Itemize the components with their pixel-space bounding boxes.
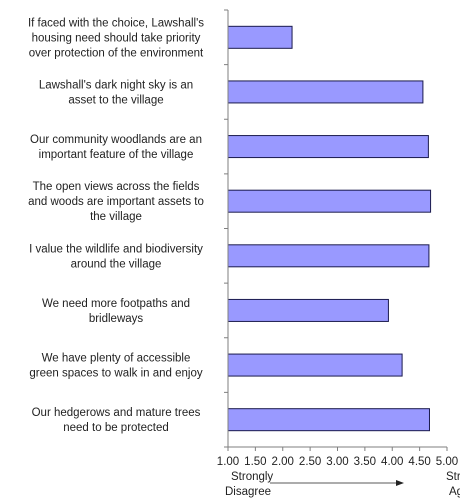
bar bbox=[227, 353, 403, 377]
bar bbox=[227, 25, 293, 49]
x-tick-label: 3.00 bbox=[326, 456, 348, 468]
scale-labels: Strongly Disagree Strongly Agree bbox=[225, 471, 460, 498]
category-label: I value the wildlife and biodiversity aro… bbox=[29, 243, 203, 270]
scale-high-label-line1: Strongly bbox=[446, 471, 460, 483]
x-tick-label: 4.00 bbox=[381, 456, 403, 468]
x-tick-label: 3.50 bbox=[354, 456, 376, 468]
scale-low-label-line1: Strongly bbox=[231, 471, 273, 483]
scale-low-label-line2: Disagree bbox=[225, 486, 271, 498]
x-tick-label: 4.50 bbox=[408, 456, 430, 468]
category-label: Lawshall's dark night sky is an asset to … bbox=[39, 79, 193, 106]
scale-high-label-line2: Agree bbox=[449, 486, 460, 498]
bar bbox=[227, 298, 389, 322]
bar bbox=[227, 408, 430, 432]
bar bbox=[227, 189, 432, 213]
category-label: Our community woodlands are an important … bbox=[30, 134, 202, 161]
category-label: The open views across the fields and wood… bbox=[28, 181, 204, 223]
bar bbox=[227, 80, 424, 104]
x-tick-labels: 1.00 1.50 2.00 2.50 3.00 3.50 4.00 4.50 5.00 bbox=[217, 456, 458, 468]
category-label: Our hedgerows and mature trees need to be… bbox=[32, 407, 201, 434]
axes bbox=[224, 9, 448, 451]
bars bbox=[227, 25, 432, 432]
category-labels: If faced with the choice, Lawshall's hous… bbox=[28, 17, 204, 434]
bar bbox=[227, 244, 430, 268]
category-label: We have plenty of accessible green spaces… bbox=[29, 353, 202, 380]
scale-arrowhead bbox=[396, 480, 404, 486]
x-tick-label: 2.00 bbox=[272, 456, 294, 468]
category-label: We need more footpaths and bridleways bbox=[42, 298, 190, 325]
x-tick-label: 1.00 bbox=[217, 456, 239, 468]
bar bbox=[227, 135, 429, 159]
category-label: If faced with the choice, Lawshall's hous… bbox=[28, 17, 204, 59]
x-tick-label: 1.50 bbox=[244, 456, 266, 468]
x-tick-label: 2.50 bbox=[299, 456, 321, 468]
x-tick-label: 5.00 bbox=[436, 456, 458, 468]
